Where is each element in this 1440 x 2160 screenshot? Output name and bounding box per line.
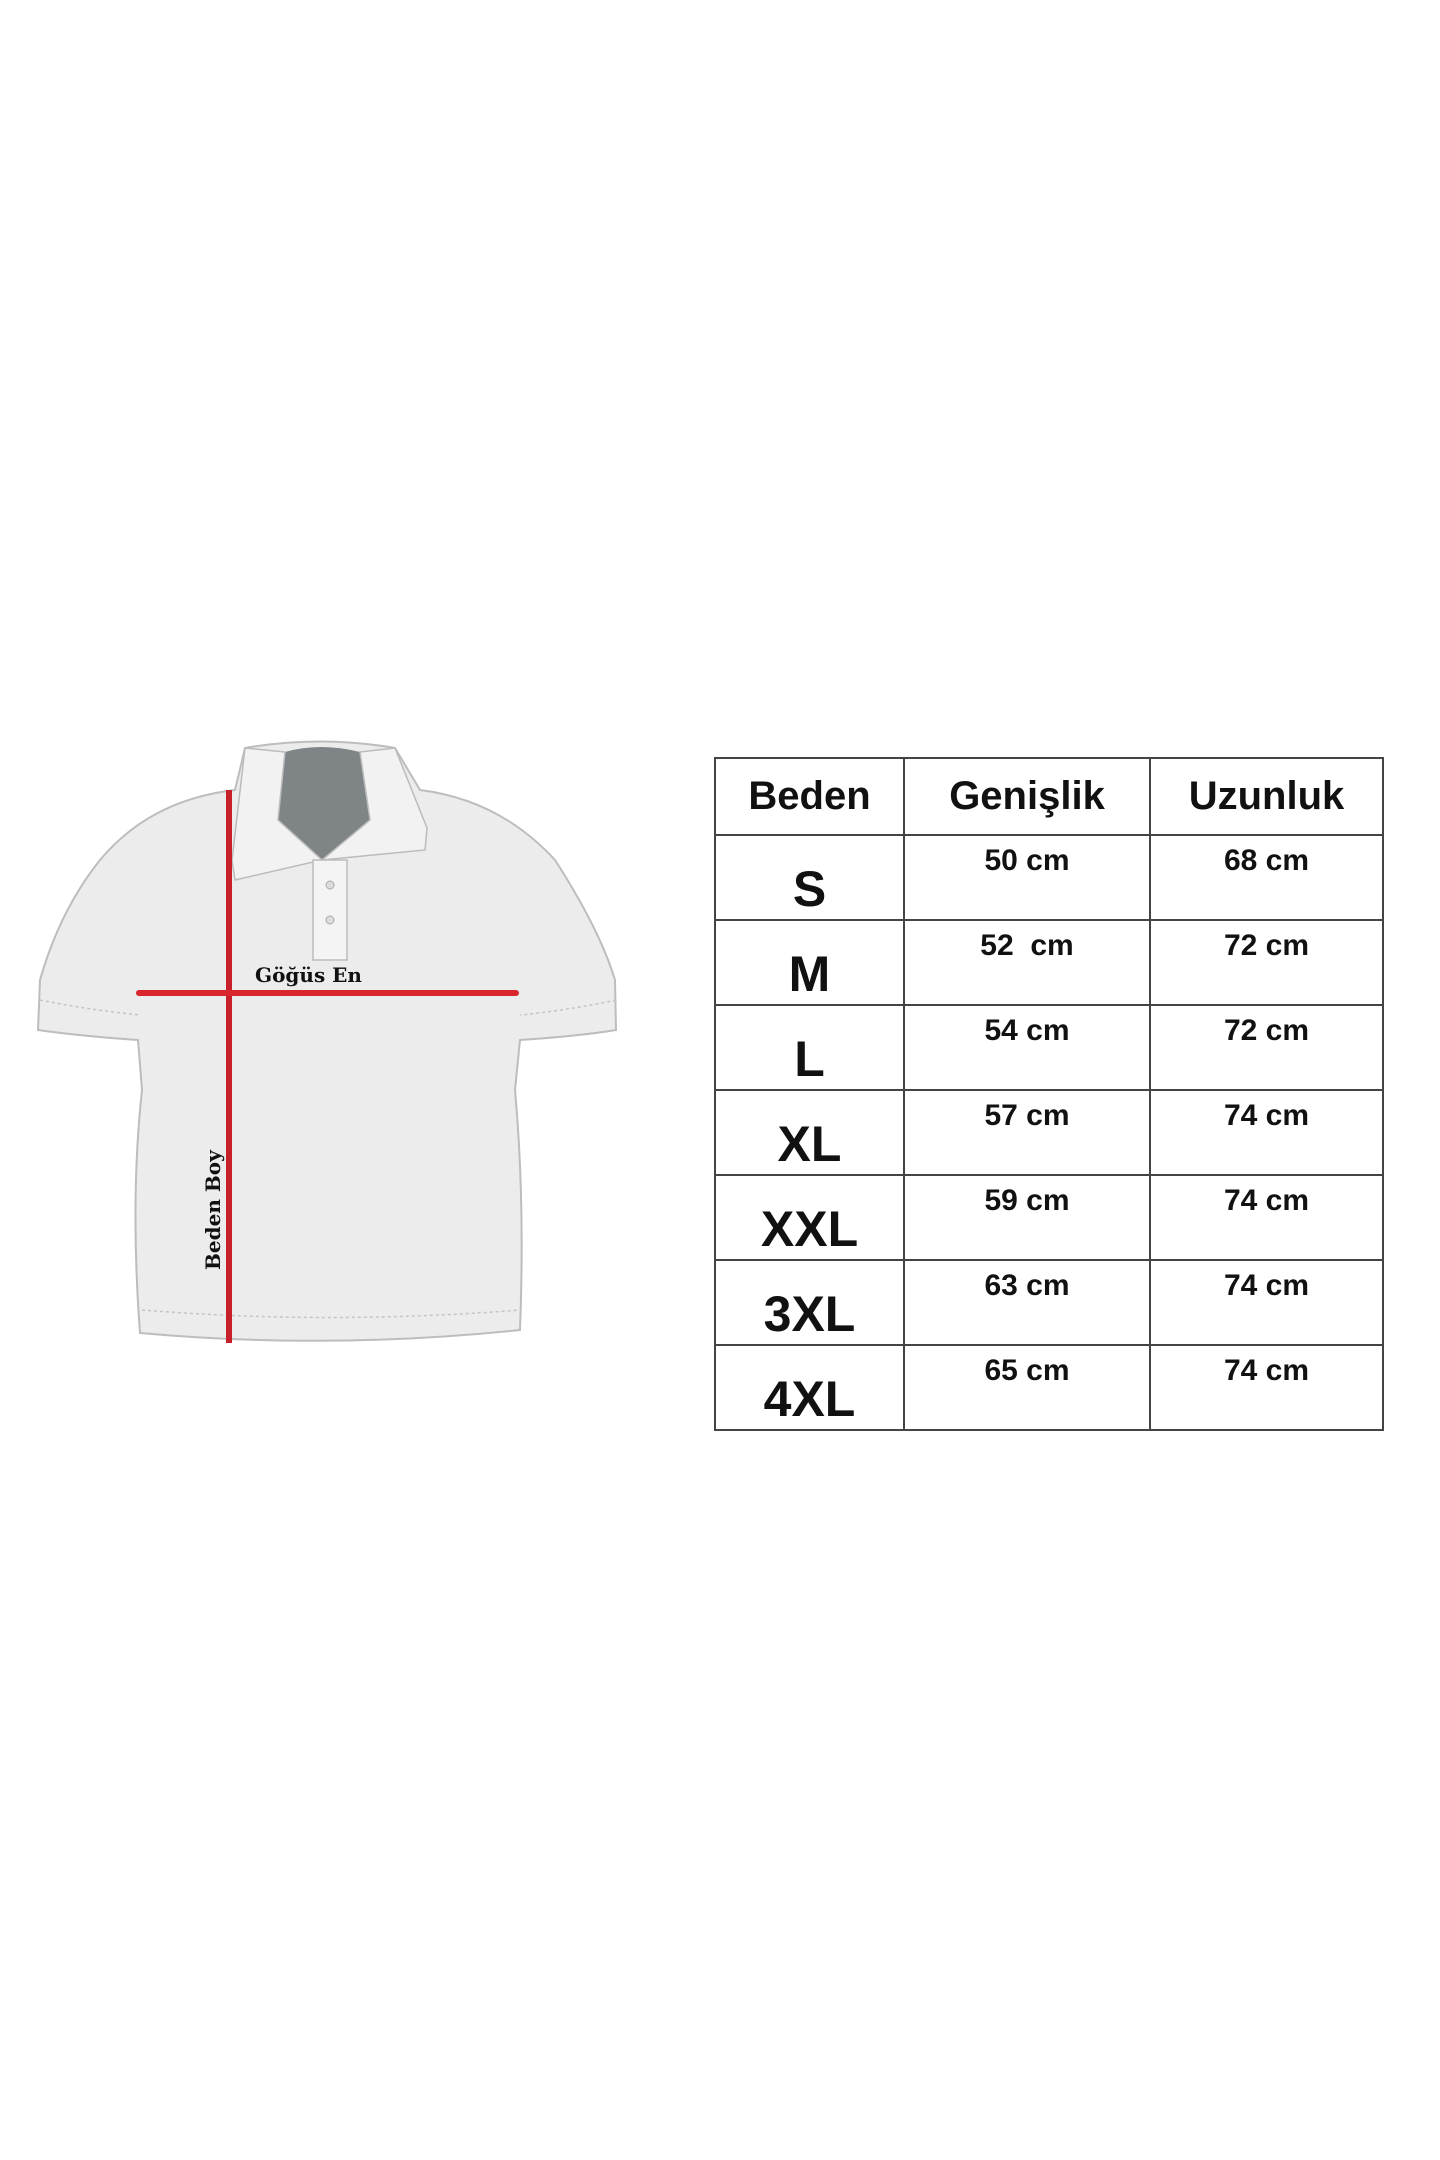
header-length: Uzunluk [1149, 757, 1384, 836]
size-cell: L [714, 1004, 905, 1091]
table-header-row: Beden Genişlik Uzunluk [714, 757, 1384, 836]
length-cell: 72 cm [1149, 1004, 1384, 1091]
size-cell: M [714, 919, 905, 1006]
length-cell: 72 cm [1149, 919, 1384, 1006]
length-cell: 74 cm [1149, 1259, 1384, 1346]
table-row: S 50 cm 68 cm [714, 834, 1384, 921]
width-cell: 52 cm [903, 919, 1151, 1006]
button-icon [325, 880, 335, 890]
size-chart-table: Beden Genişlik Uzunluk S 50 cm 68 cm M 52 c… [714, 757, 1384, 1431]
length-cell: 74 cm [1149, 1089, 1384, 1176]
size-cell: 4XL [714, 1344, 905, 1431]
width-cell: 57 cm [903, 1089, 1151, 1176]
width-cell: 54 cm [903, 1004, 1151, 1091]
table-row: M 52 cm 72 cm [714, 919, 1384, 1006]
button-icon [325, 915, 335, 925]
length-cell: 74 cm [1149, 1344, 1384, 1431]
chest-label: Göğüs En [255, 963, 362, 987]
width-cell: 59 cm [903, 1174, 1151, 1261]
table-row: 3XL 63 cm 74 cm [714, 1259, 1384, 1346]
header-width: Genişlik [903, 757, 1151, 836]
header-size: Beden [714, 757, 905, 836]
table-row: XL 57 cm 74 cm [714, 1089, 1384, 1176]
polo-shirt-diagram: Göğüs En Beden Boy [36, 740, 618, 1343]
size-cell: XL [714, 1089, 905, 1176]
table-row: 4XL 65 cm 74 cm [714, 1344, 1384, 1431]
size-cell: XXL [714, 1174, 905, 1261]
length-cell: 68 cm [1149, 834, 1384, 921]
length-cell: 74 cm [1149, 1174, 1384, 1261]
width-cell: 63 cm [903, 1259, 1151, 1346]
table-row: L 54 cm 72 cm [714, 1004, 1384, 1091]
width-cell: 65 cm [903, 1344, 1151, 1431]
polo-shirt-illustration [36, 740, 618, 1342]
table-row: XXL 59 cm 74 cm [714, 1174, 1384, 1261]
size-cell: S [714, 834, 905, 921]
width-cell: 50 cm [903, 834, 1151, 921]
length-label: Beden Boy [201, 1149, 225, 1270]
size-cell: 3XL [714, 1259, 905, 1346]
